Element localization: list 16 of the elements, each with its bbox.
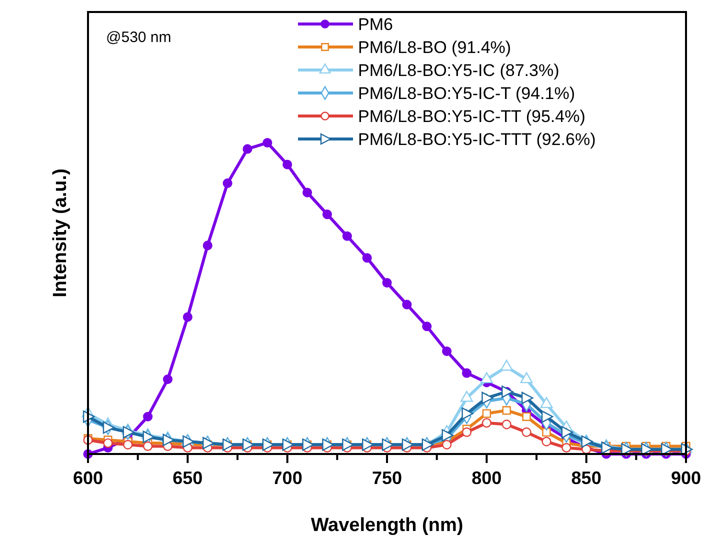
x-tick-label: 750 [372,468,402,488]
x-tick-label: 800 [472,468,502,488]
x-tick-label: 900 [670,468,702,488]
x-tick-label: 850 [571,468,602,488]
legend-label: PM6/L8-BO:Y5-IC-T (94.1%) [358,84,575,103]
legend-label: PM6/L8-BO:Y5-IC (87.3%) [358,61,560,80]
x-axis-title: Wavelength (nm) [310,515,464,536]
legend-label: PM6/L8-BO (91.4%) [358,38,512,57]
legend-label: PM6 [358,15,393,34]
x-tick-label: 700 [272,468,302,488]
x-tick-label: 650 [172,468,203,488]
text: @530 nm [106,29,172,46]
legend-label: PM6/L8-BO:Y5-IC-TTT (92.6%) [358,130,596,149]
y-axis-title: Intensity (a.u.) [50,168,71,298]
legend-label: PM6/L8-BO:Y5-IC-TT (95.4%) [358,107,586,126]
x-tick-label: 600 [72,468,104,488]
